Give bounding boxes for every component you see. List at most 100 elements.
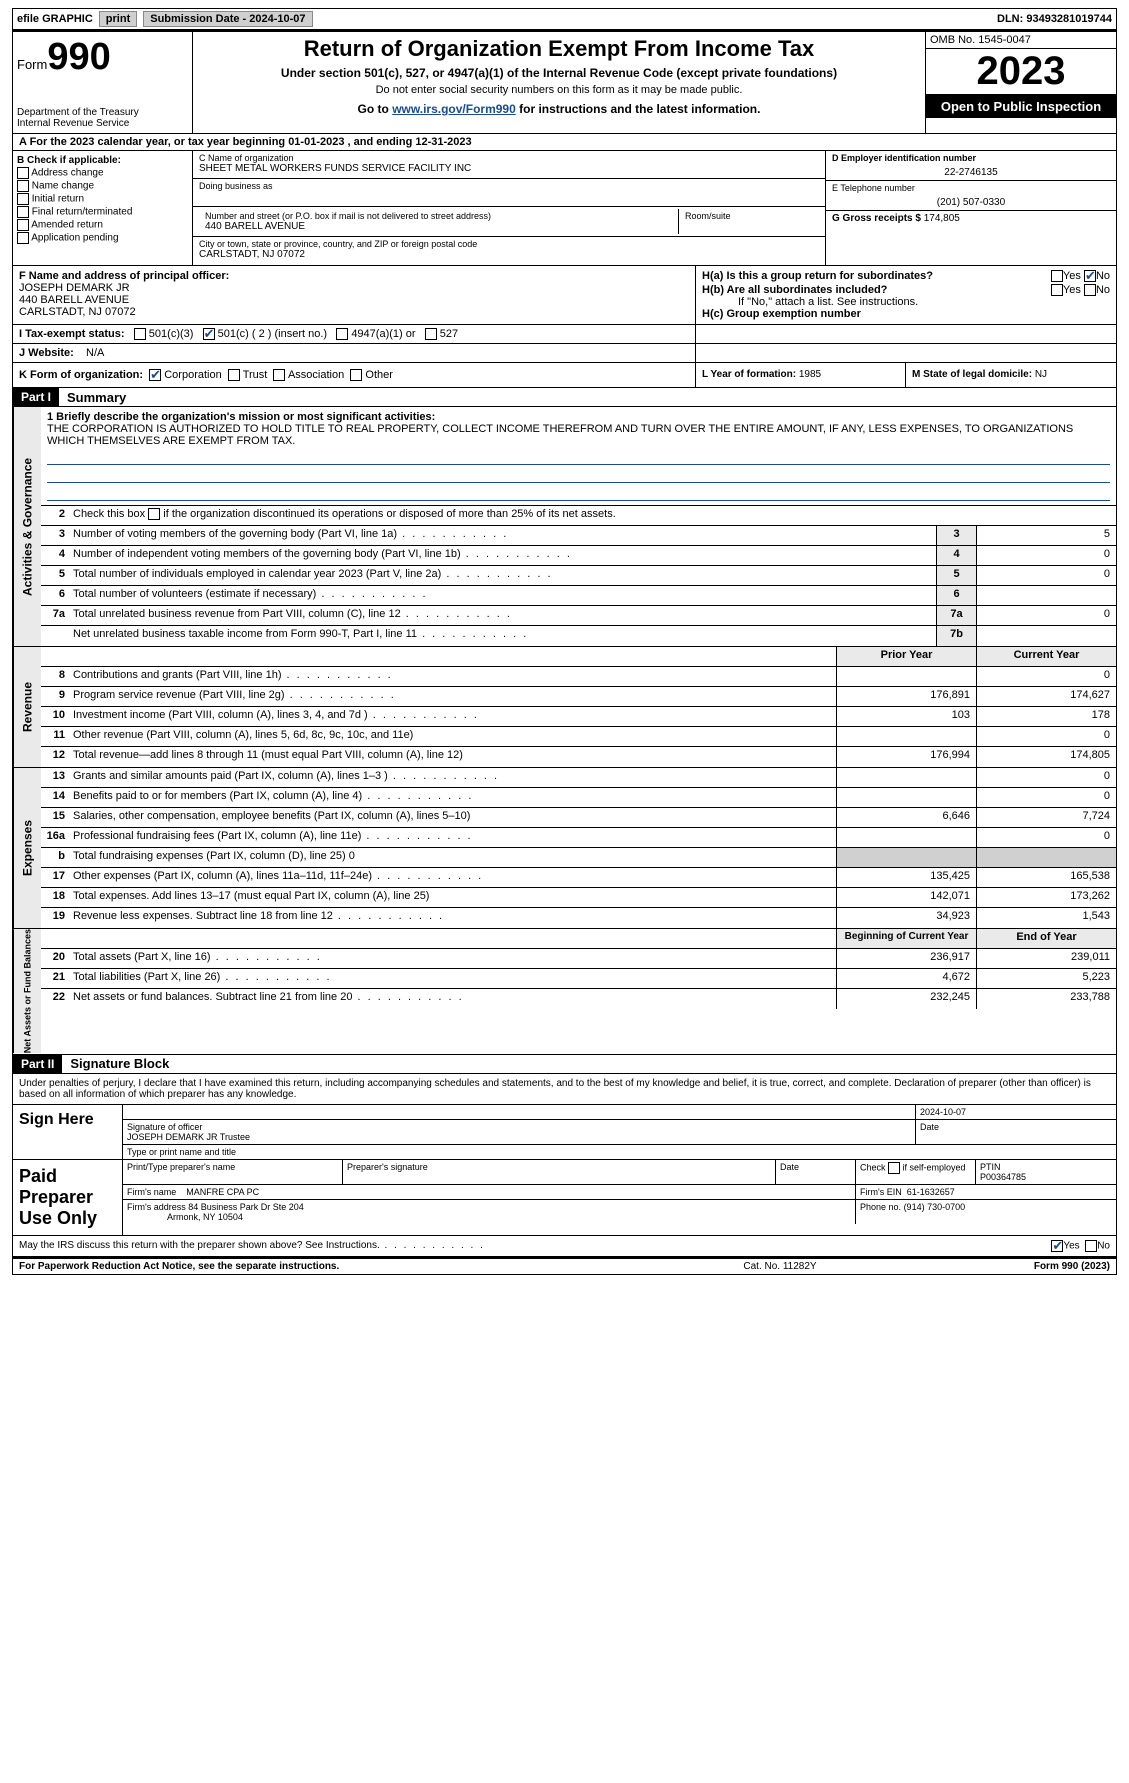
dept-label: Department of the Treasury xyxy=(17,107,188,118)
dln-label: DLN: 93493281019744 xyxy=(997,13,1112,25)
cb-q2[interactable] xyxy=(148,508,160,520)
gov-vtab: Activities & Governance xyxy=(13,407,41,646)
rev-row-9: Program service revenue (Part VIII, line… xyxy=(69,687,836,706)
phone-lbl: Phone no. xyxy=(860,1202,901,1212)
page-footer: For Paperwork Reduction Act Notice, see … xyxy=(12,1257,1117,1275)
net-vtab: Net Assets or Fund Balances xyxy=(13,929,41,1053)
psig-lbl: Preparer's signature xyxy=(343,1160,776,1184)
cb-discuss-yes[interactable] xyxy=(1051,1240,1063,1252)
part1-bar: Part I xyxy=(13,388,59,406)
k-lbl: K Form of organization: xyxy=(19,369,143,381)
paid-preparer-block: Paid Preparer Use Only Print/Type prepar… xyxy=(12,1160,1117,1236)
firm-addr-lbl: Firm's address xyxy=(127,1202,186,1212)
q1-lbl: 1 Briefly describe the organization's mi… xyxy=(47,411,435,423)
form-number: 990 xyxy=(47,36,110,78)
l-lbl: L Year of formation: xyxy=(702,369,796,380)
cb-application-pending[interactable] xyxy=(17,232,29,244)
street-address: 440 BARELL AVENUE xyxy=(205,221,672,232)
paperwork-notice: For Paperwork Reduction Act Notice, see … xyxy=(19,1261,670,1272)
rev-row-11: Other revenue (Part VIII, column (A), li… xyxy=(69,727,836,746)
hb-note: If "No," attach a list. See instructions… xyxy=(702,296,1110,308)
firm-ein-lbl: Firm's EIN xyxy=(860,1187,902,1197)
cb-address-change[interactable] xyxy=(17,167,29,179)
net-row-21: Total liabilities (Part X, line 26) xyxy=(69,969,836,988)
cb-trust[interactable] xyxy=(228,369,240,381)
exp-row-17: Other expenses (Part IX, column (A), lin… xyxy=(69,868,836,887)
hb-lbl: H(b) Are all subordinates included? xyxy=(702,284,887,296)
year-formation: 1985 xyxy=(799,369,821,380)
c-name-lbl: C Name of organization xyxy=(199,153,819,163)
cb-assoc[interactable] xyxy=(273,369,285,381)
cb-other[interactable] xyxy=(350,369,362,381)
tel-lbl: E Telephone number xyxy=(832,183,1110,193)
cb-ha-no[interactable] xyxy=(1084,270,1096,282)
dba-lbl: Doing business as xyxy=(199,181,819,191)
print-button[interactable]: print xyxy=(99,11,137,27)
cb-name-change[interactable] xyxy=(17,180,29,192)
paid-preparer-label: Paid Preparer Use Only xyxy=(13,1160,123,1235)
cb-4947[interactable] xyxy=(336,328,348,340)
col-h: H(a) Is this a group return for subordin… xyxy=(696,266,1116,324)
cb-527[interactable] xyxy=(425,328,437,340)
exp-row-19: Revenue less expenses. Subtract line 18 … xyxy=(69,908,836,928)
header-left: Form990 Department of the Treasury Inter… xyxy=(13,32,193,133)
sign-date: 2024-10-07 xyxy=(916,1105,1116,1119)
prior-year-hdr: Prior Year xyxy=(836,647,976,666)
officer-addr1: 440 BARELL AVENUE xyxy=(19,294,689,306)
gross-receipts: 174,805 xyxy=(924,213,960,224)
cb-initial-return[interactable] xyxy=(17,193,29,205)
firm-name-lbl: Firm's name xyxy=(127,1187,176,1197)
ha-lbl: H(a) Is this a group return for subordin… xyxy=(702,270,933,282)
officer-sig: JOSEPH DEMARK JR Trustee xyxy=(127,1132,911,1142)
cb-hb-yes[interactable] xyxy=(1051,284,1063,296)
form-prefix: Form xyxy=(17,57,47,72)
cb-amended-return[interactable] xyxy=(17,219,29,231)
telephone: (201) 507-0330 xyxy=(832,197,1110,208)
pdate-lbl: Date xyxy=(776,1160,856,1184)
page: efile GRAPHIC print Submission Date - 20… xyxy=(0,0,1129,1283)
rev-row-10: Investment income (Part VIII, column (A)… xyxy=(69,707,836,726)
tax-year: 2023 xyxy=(926,49,1116,94)
gov-row-4: Number of independent voting members of … xyxy=(69,546,936,565)
cb-501c[interactable] xyxy=(203,328,215,340)
cb-final-return[interactable] xyxy=(17,206,29,218)
submission-date-button[interactable]: Submission Date - 2024-10-07 xyxy=(143,11,312,27)
cb-501c3[interactable] xyxy=(134,328,146,340)
f-lbl: F Name and address of principal officer: xyxy=(19,270,689,282)
sig-lbl: Signature of officer xyxy=(127,1122,911,1132)
cb-self-employed[interactable] xyxy=(888,1162,900,1174)
mission-line xyxy=(47,467,1110,483)
section-b-to-g: B Check if applicable: Address change Na… xyxy=(12,151,1117,266)
state-domicile: NJ xyxy=(1035,369,1047,380)
begin-year-hdr: Beginning of Current Year xyxy=(836,929,976,948)
j-lbl: J Website: xyxy=(19,347,74,359)
gov-row-3: Number of voting members of the governin… xyxy=(69,526,936,545)
discuss-row: May the IRS discuss this return with the… xyxy=(12,1236,1117,1257)
cb-ha-yes[interactable] xyxy=(1051,270,1063,282)
b-header: B Check if applicable: xyxy=(17,155,188,166)
cat-number: Cat. No. 11282Y xyxy=(670,1261,890,1272)
form-footer: Form 990 (2023) xyxy=(1034,1261,1110,1272)
pname-lbl: Print/Type preparer's name xyxy=(123,1160,343,1184)
city-state-zip: CARLSTADT, NJ 07072 xyxy=(199,249,819,260)
cb-discuss-no[interactable] xyxy=(1085,1240,1097,1252)
declaration-text: Under penalties of perjury, I declare th… xyxy=(12,1074,1117,1105)
i-lbl: I Tax-exempt status: xyxy=(19,328,125,340)
form990-link[interactable]: www.irs.gov/Form990 xyxy=(392,102,516,116)
form-header: Form990 Department of the Treasury Inter… xyxy=(12,31,1117,134)
website-value: N/A xyxy=(86,347,104,359)
sign-here-label: Sign Here xyxy=(13,1105,123,1159)
officer-addr2: CARLSTADT, NJ 07072 xyxy=(19,306,689,318)
expenses-section: Expenses 13Grants and similar amounts pa… xyxy=(12,768,1117,929)
form-title: Return of Organization Exempt From Incom… xyxy=(197,36,921,62)
ptin-value: P00364785 xyxy=(980,1172,1026,1182)
type-lbl: Type or print name and title xyxy=(123,1145,1116,1159)
cb-corp[interactable] xyxy=(149,369,161,381)
end-year-hdr: End of Year xyxy=(976,929,1116,948)
col-b: B Check if applicable: Address change Na… xyxy=(13,151,193,265)
rev-row-12: Total revenue—add lines 8 through 11 (mu… xyxy=(69,747,836,767)
cb-hb-no[interactable] xyxy=(1084,284,1096,296)
col-f: F Name and address of principal officer:… xyxy=(13,266,696,324)
row-j: J Website: N/A xyxy=(12,344,1117,363)
exp-row-13: Grants and similar amounts paid (Part IX… xyxy=(69,768,836,787)
